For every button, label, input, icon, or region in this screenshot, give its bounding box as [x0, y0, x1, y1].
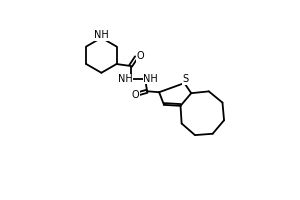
Text: S: S: [182, 74, 188, 84]
Text: O: O: [132, 90, 139, 100]
Text: O: O: [136, 51, 144, 61]
Text: NH: NH: [118, 74, 133, 84]
Text: NH: NH: [143, 74, 158, 84]
Text: NH: NH: [94, 30, 109, 40]
